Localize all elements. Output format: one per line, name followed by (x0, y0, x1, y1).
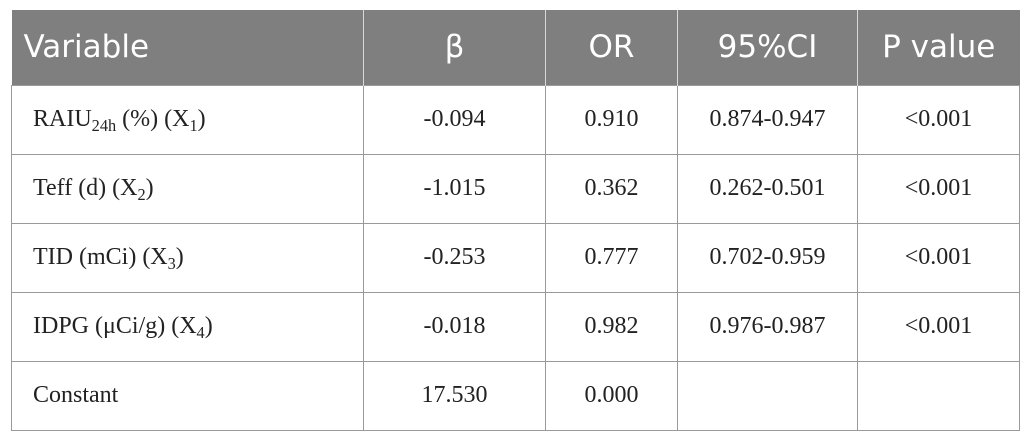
table-row: RAIU24h (%) (X1) -0.094 0.910 0.874-0.94… (11, 84, 1020, 155)
cell-p-value: <0.001 (857, 84, 1020, 155)
cell-variable: Constant (11, 360, 364, 431)
cell-variable: Teff (d) (X2) (11, 153, 364, 224)
header-beta: β (363, 10, 546, 85)
cell-p-value: <0.001 (857, 291, 1020, 362)
cell-variable: TID (mCi) (X3) (11, 222, 364, 293)
header-ci: 95%CI (677, 10, 858, 85)
cell-beta: -0.094 (363, 84, 546, 155)
table-header: Variable β OR 95%CI P value (11, 10, 1020, 85)
cell-p-value: <0.001 (857, 222, 1020, 293)
cell-ci: 0.874-0.947 (677, 84, 858, 155)
table-row: Teff (d) (X2) -1.015 0.362 0.262-0.501 <… (11, 153, 1020, 224)
header-or: OR (545, 10, 678, 85)
cell-beta: -1.015 (363, 153, 546, 224)
regression-table: Variable β OR 95%CI P value RAIU24h (%) … (11, 10, 1020, 431)
cell-variable: IDPG (μCi/g) (X4) (11, 291, 364, 362)
cell-ci: 0.702-0.959 (677, 222, 858, 293)
cell-beta: -0.253 (363, 222, 546, 293)
cell-or: 0.910 (545, 84, 678, 155)
cell-ci (677, 360, 858, 431)
header-row: Variable β OR 95%CI P value (11, 10, 1020, 85)
cell-p-value: <0.001 (857, 153, 1020, 224)
table-row: Constant 17.530 0.000 (11, 360, 1020, 431)
table-row: TID (mCi) (X3) -0.253 0.777 0.702-0.959 … (11, 222, 1020, 293)
table-body: RAIU24h (%) (X1) -0.094 0.910 0.874-0.94… (11, 84, 1020, 431)
header-p-value: P value (857, 10, 1020, 85)
cell-beta: -0.018 (363, 291, 546, 362)
cell-or: 0.000 (545, 360, 678, 431)
cell-p-value (857, 360, 1020, 431)
cell-or: 0.362 (545, 153, 678, 224)
cell-ci: 0.262-0.501 (677, 153, 858, 224)
cell-variable: RAIU24h (%) (X1) (11, 84, 364, 155)
cell-beta: 17.530 (363, 360, 546, 431)
cell-or: 0.982 (545, 291, 678, 362)
cell-ci: 0.976-0.987 (677, 291, 858, 362)
cell-or: 0.777 (545, 222, 678, 293)
table-row: IDPG (μCi/g) (X4) -0.018 0.982 0.976-0.9… (11, 291, 1020, 362)
header-variable: Variable (11, 10, 364, 85)
